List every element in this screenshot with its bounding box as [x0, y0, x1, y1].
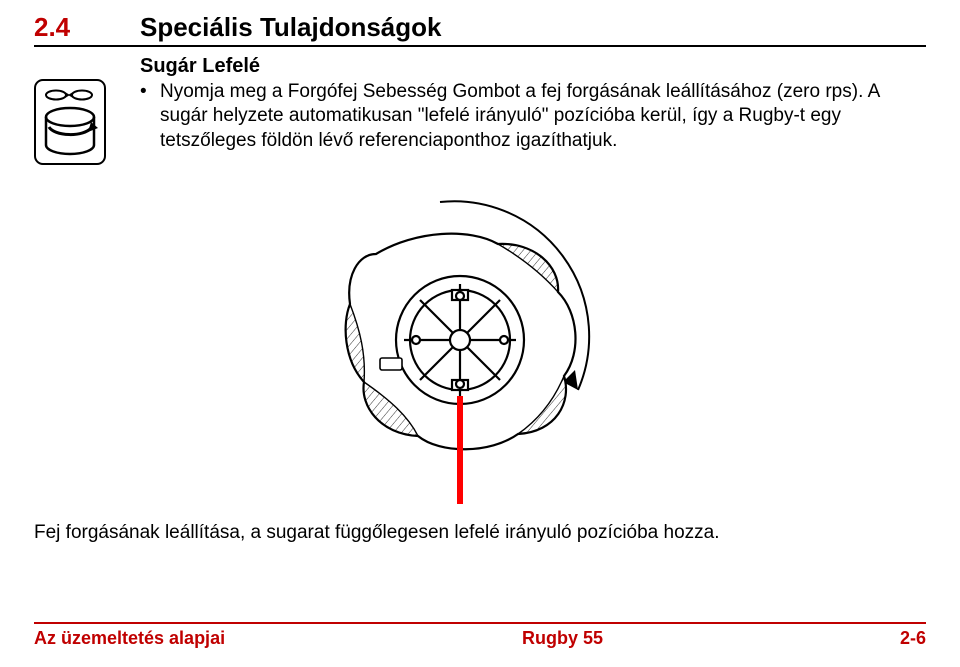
footer-left: Az üzemeltetés alapjai [34, 628, 225, 649]
bullet-item: • Nyomja meg a Forgófej Sebesség Gombot … [140, 80, 926, 153]
figure-caption: Fej forgásának leállítása, a sugarat füg… [34, 522, 926, 544]
subsection-heading: Sugár Lefelé [140, 55, 926, 78]
laser-beam [457, 396, 463, 504]
device-top-view-figure [320, 184, 640, 504]
head-rotation-speed-icon [34, 79, 106, 165]
section-number: 2.4 [34, 12, 140, 43]
footer-right: 2-6 [900, 628, 926, 649]
footer-center: Rugby 55 [522, 628, 603, 649]
section-title: Speciális Tulajdonságok [140, 12, 442, 43]
section-title-row: 2.4 Speciális Tulajdonságok [34, 12, 926, 47]
page-footer: Az üzemeltetés alapjai Rugby 55 2-6 [34, 622, 926, 649]
bullet-marker: • [140, 80, 160, 153]
bullet-text: Nyomja meg a Forgófej Sebesség Gombot a … [160, 80, 926, 153]
